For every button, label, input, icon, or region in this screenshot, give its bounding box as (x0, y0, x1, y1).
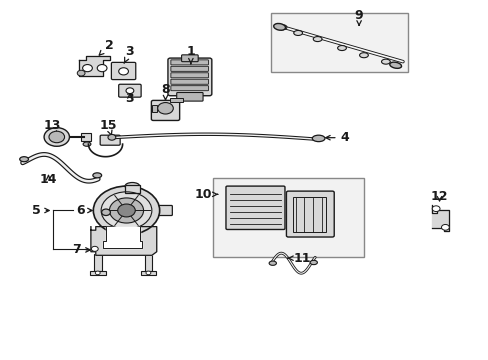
Circle shape (109, 198, 143, 223)
Circle shape (97, 64, 107, 72)
Text: 14: 14 (40, 173, 57, 186)
Bar (125, 185, 140, 193)
Circle shape (431, 206, 439, 212)
Ellipse shape (20, 157, 28, 162)
Ellipse shape (293, 31, 302, 36)
Bar (141, 271, 156, 275)
Ellipse shape (93, 173, 102, 178)
Polygon shape (431, 205, 448, 231)
Text: 15: 15 (99, 119, 117, 135)
FancyBboxPatch shape (176, 93, 203, 101)
FancyBboxPatch shape (170, 60, 208, 65)
Polygon shape (79, 56, 110, 76)
Text: 2: 2 (99, 39, 113, 55)
Circle shape (95, 271, 100, 275)
FancyBboxPatch shape (167, 58, 211, 96)
Ellipse shape (312, 135, 325, 141)
FancyBboxPatch shape (119, 84, 141, 97)
Text: 11: 11 (287, 252, 310, 265)
Circle shape (77, 70, 85, 76)
Text: 7: 7 (72, 243, 90, 256)
Ellipse shape (389, 62, 401, 68)
Ellipse shape (359, 53, 367, 58)
FancyBboxPatch shape (225, 186, 285, 229)
Ellipse shape (268, 261, 276, 265)
Circle shape (146, 271, 151, 275)
FancyBboxPatch shape (170, 86, 208, 91)
Circle shape (101, 192, 152, 229)
FancyBboxPatch shape (170, 79, 208, 84)
Bar (152, 105, 157, 112)
FancyBboxPatch shape (111, 62, 136, 80)
Polygon shape (91, 226, 157, 255)
Ellipse shape (313, 37, 322, 41)
Bar (271, 13, 407, 72)
Polygon shape (103, 226, 142, 248)
Circle shape (82, 64, 92, 72)
Text: 10: 10 (194, 188, 217, 201)
FancyBboxPatch shape (286, 191, 333, 237)
Text: 12: 12 (430, 190, 447, 203)
FancyBboxPatch shape (155, 206, 172, 216)
Circle shape (44, 128, 69, 146)
Ellipse shape (273, 23, 285, 30)
Ellipse shape (337, 45, 346, 50)
Text: 4: 4 (325, 131, 348, 144)
Ellipse shape (278, 25, 286, 30)
Text: 1: 1 (186, 45, 195, 64)
FancyBboxPatch shape (151, 100, 179, 121)
Text: 13: 13 (43, 119, 61, 136)
FancyBboxPatch shape (170, 73, 208, 78)
Circle shape (441, 225, 448, 230)
Bar (94, 254, 102, 271)
Bar (170, 98, 182, 102)
Circle shape (49, 131, 64, 143)
Circle shape (102, 209, 110, 216)
Ellipse shape (83, 142, 91, 146)
Circle shape (108, 134, 116, 140)
Circle shape (158, 103, 173, 114)
Circle shape (126, 88, 134, 94)
Ellipse shape (381, 59, 389, 64)
FancyBboxPatch shape (100, 135, 120, 145)
Circle shape (93, 186, 159, 235)
Circle shape (91, 246, 98, 251)
Text: 9: 9 (354, 9, 363, 25)
Ellipse shape (309, 260, 317, 265)
FancyBboxPatch shape (181, 55, 198, 62)
Text: 6: 6 (76, 204, 92, 217)
Text: 3: 3 (124, 45, 134, 63)
Bar (144, 254, 152, 271)
Bar (90, 271, 105, 275)
Circle shape (118, 204, 135, 217)
Circle shape (119, 68, 128, 75)
Bar (81, 134, 91, 140)
Text: 8: 8 (161, 83, 169, 100)
Bar (212, 178, 363, 257)
Bar (125, 185, 140, 193)
Text: 3: 3 (125, 92, 134, 105)
FancyBboxPatch shape (170, 66, 208, 71)
Ellipse shape (125, 183, 140, 190)
Text: 5: 5 (32, 204, 49, 217)
Bar (293, 197, 326, 232)
